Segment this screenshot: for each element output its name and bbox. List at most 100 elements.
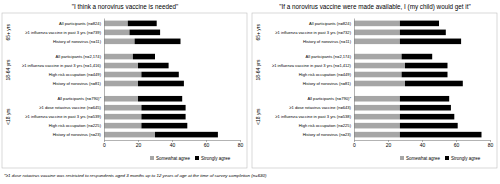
legend-item: Somewhat agree bbox=[400, 156, 441, 161]
bar-segment bbox=[354, 81, 405, 87]
group-label: <18 yrs bbox=[5, 108, 11, 125]
category-label: ≥1 influenza vaccine in past 3 yrs (n=1,… bbox=[272, 63, 352, 68]
legend-item: Strongly agree bbox=[445, 156, 481, 161]
group-label: 65+ yrs bbox=[255, 24, 261, 41]
category-label: All participants (n=2,174) bbox=[56, 54, 102, 59]
category-label: ≥1 influenza vaccine in past 3 yrs (n=73… bbox=[25, 30, 101, 35]
legend-label: Strongly agree bbox=[201, 156, 231, 161]
category-label: All participants (n=824) bbox=[59, 21, 102, 26]
category-label: History of norovirus (n=23) bbox=[303, 132, 352, 137]
legend: Somewhat agree Strongly agree bbox=[150, 156, 231, 161]
chart-title: "If a norovirus vaccine were made availa… bbox=[279, 3, 470, 11]
category-label: All participants (n=824) bbox=[309, 21, 352, 26]
x-tick-label: 0 bbox=[353, 142, 356, 148]
bar-segment bbox=[405, 63, 448, 69]
category-label: ≥1 influenza vaccine in past 3 yrs (n=53… bbox=[25, 114, 101, 119]
x-tick-label: 80 bbox=[488, 142, 494, 148]
x-tick: 80 bbox=[238, 140, 244, 148]
bar-segment bbox=[400, 123, 458, 129]
category-label: ≥1 influenza vaccine in past 3 yrs (n=53… bbox=[275, 114, 351, 119]
bar-segment bbox=[400, 96, 449, 102]
category-label: ≥1 dose rotavirus vaccine (n=645) bbox=[39, 105, 101, 110]
bar-segment bbox=[405, 81, 463, 87]
bar-segment bbox=[141, 123, 187, 129]
bar-segment bbox=[128, 21, 157, 27]
category-label: History of norovirus (n=81) bbox=[303, 81, 352, 86]
bar-segment bbox=[138, 63, 169, 69]
bar-segment bbox=[354, 96, 400, 102]
legend: Somewhat agree Strongly agree bbox=[400, 156, 481, 161]
bar-segment bbox=[104, 39, 135, 45]
category-label: High risk occupation (n=449) bbox=[299, 72, 352, 77]
category-label: High risk occupation (n=225) bbox=[299, 123, 352, 128]
panel-frame bbox=[2, 13, 247, 168]
bar-segment bbox=[354, 132, 400, 138]
bar-segment bbox=[104, 132, 155, 138]
bar-segment bbox=[354, 39, 400, 45]
x-tick: 60 bbox=[454, 140, 460, 148]
group-label: <18 yrs bbox=[255, 108, 261, 125]
bar-segment bbox=[354, 21, 400, 27]
legend-label: Somewhat agree bbox=[406, 156, 441, 161]
category-label: High risk occupation (n=225) bbox=[49, 123, 102, 128]
x-tick-label: 60 bbox=[454, 142, 460, 148]
bar-segment bbox=[104, 72, 141, 78]
bar-segment bbox=[354, 105, 400, 111]
bar-segment bbox=[104, 114, 141, 120]
bar-segment bbox=[104, 63, 138, 69]
x-tick-label: 20 bbox=[136, 142, 142, 148]
x-tick: 60 bbox=[204, 140, 210, 148]
legend-swatch bbox=[400, 156, 404, 160]
y-axis-line bbox=[104, 19, 105, 141]
legend-label: Strongly agree bbox=[451, 156, 481, 161]
x-tick: 80 bbox=[488, 140, 494, 148]
x-tick-label: 0 bbox=[103, 142, 106, 148]
bar-segment bbox=[138, 96, 182, 102]
group-label: 18-64 yrs bbox=[5, 59, 11, 80]
panel-frame bbox=[252, 13, 497, 168]
bar-segment bbox=[135, 39, 181, 45]
legend-swatch bbox=[195, 156, 199, 160]
legend-label: Somewhat agree bbox=[156, 156, 191, 161]
y-axis bbox=[354, 19, 355, 141]
legend-swatch bbox=[150, 156, 154, 160]
x-axis: 0 20 40 60 80 bbox=[103, 140, 243, 148]
bar-segment bbox=[354, 123, 400, 129]
bar-segment bbox=[354, 63, 405, 69]
group-label: 65+ yrs bbox=[5, 24, 11, 41]
bar-segment bbox=[400, 114, 454, 120]
x-tick: 0 bbox=[353, 140, 356, 148]
category-label: ≥1 dose rotavirus vaccine (n=643) bbox=[289, 105, 351, 110]
bar-segment bbox=[400, 132, 482, 138]
legend-item: Somewhat agree bbox=[150, 156, 191, 161]
bar-segment bbox=[402, 54, 433, 60]
bar-segment bbox=[400, 30, 446, 36]
x-tick: 40 bbox=[420, 140, 426, 148]
x-tick: 0 bbox=[103, 140, 106, 148]
group-label: 18-64 yrs bbox=[255, 59, 261, 80]
bar-segment bbox=[354, 54, 402, 60]
bar-segment bbox=[138, 81, 184, 87]
bar-segment bbox=[130, 30, 161, 36]
x-axis-line bbox=[355, 140, 491, 141]
category-label: History of norovirus (n=81) bbox=[53, 81, 102, 86]
chart-root: "I think a norovirus vaccine is needed" A… bbox=[0, 0, 500, 184]
y-axis-line bbox=[354, 19, 355, 141]
chart-title: "I think a norovirus vaccine is needed" bbox=[72, 3, 178, 10]
x-tick: 20 bbox=[386, 140, 392, 148]
panel: "I think a norovirus vaccine is needed" A… bbox=[2, 3, 267, 178]
category-label: History of norovirus (n=11) bbox=[303, 39, 352, 44]
x-tick: 40 bbox=[170, 140, 176, 148]
bar-segment bbox=[104, 96, 138, 102]
x-tick-label: 40 bbox=[170, 142, 176, 148]
bar-segment bbox=[400, 105, 451, 111]
bar-segment bbox=[141, 105, 185, 111]
x-tick-label: 60 bbox=[204, 142, 210, 148]
category-label: All participants (n=790)* bbox=[307, 96, 351, 101]
panel: "If a norovirus vaccine were made availa… bbox=[252, 3, 497, 168]
category-label: High risk occupation (n=449) bbox=[49, 72, 102, 77]
bar-segment bbox=[141, 72, 178, 78]
bar-segment bbox=[104, 81, 138, 87]
category-label: ≥1 influenza vaccine in past 3 yrs (n=73… bbox=[275, 30, 351, 35]
x-tick: 20 bbox=[136, 140, 142, 148]
